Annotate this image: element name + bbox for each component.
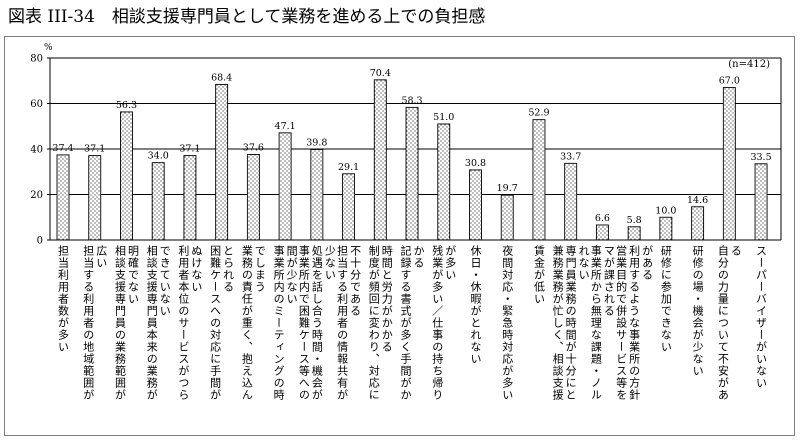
value-label-9: 39.8 [306, 137, 327, 148]
value-label-6: 68.4 [211, 72, 232, 83]
gridlines: 0 20 40 60 80 [30, 54, 781, 247]
bar-10 [342, 173, 356, 241]
value-label-14: 30.8 [465, 158, 486, 169]
bar-13 [437, 123, 451, 241]
bar-18 [595, 224, 609, 241]
y-axis-unit: % [44, 43, 53, 53]
value-label-15: 19.7 [497, 183, 518, 194]
bar-8 [278, 132, 292, 241]
value-label-3: 56.3 [116, 100, 137, 111]
y-tick-label-0: 0 [37, 236, 43, 247]
value-label-8: 47.1 [275, 121, 296, 132]
y-tick-label-20: 20 [30, 190, 43, 201]
value-label-16: 52.9 [528, 108, 549, 119]
y-tick-label-80: 80 [30, 54, 43, 65]
value-label-7: 37.6 [243, 142, 264, 153]
value-label-17: 33.7 [560, 151, 581, 162]
value-label-13: 51.0 [433, 112, 454, 123]
bar-11 [373, 79, 387, 241]
value-label-10: 29.1 [338, 162, 359, 173]
value-label-18: 6.6 [595, 213, 610, 224]
sample-size-note: (n=412) [728, 59, 770, 70]
bar-3 [120, 111, 133, 241]
y-tick-label-40: 40 [30, 145, 43, 156]
bar-16 [532, 119, 546, 241]
bar-1 [56, 154, 70, 241]
bar-19 [627, 226, 641, 241]
chart-frame [4, 36, 795, 436]
value-label-2: 37.1 [84, 144, 105, 155]
y-tick-label-60: 60 [30, 99, 43, 110]
bar-20 [659, 216, 673, 241]
bar-2 [88, 155, 102, 241]
bar-15 [500, 194, 514, 241]
value-label-19: 5.8 [627, 215, 642, 226]
bar-23 [754, 163, 768, 241]
bar-14 [469, 169, 482, 241]
bar-7 [246, 154, 260, 241]
value-label-12: 58.3 [401, 95, 422, 106]
value-label-1: 37.4 [52, 143, 73, 154]
bars [56, 79, 768, 241]
value-label-20: 10.0 [655, 205, 676, 216]
value-labels: 37.4 37.1 56.3 34.0 37.1 68.4 37.6 47.1 39.8 29.1… [52, 68, 771, 226]
bar-5 [183, 155, 197, 241]
bar-17 [564, 162, 578, 241]
value-label-4: 34.0 [148, 151, 169, 162]
bar-22 [722, 87, 736, 241]
value-label-23: 33.5 [750, 152, 771, 163]
bar-4 [151, 162, 165, 241]
value-label-22: 67.0 [719, 76, 740, 87]
bar-6 [215, 83, 229, 241]
chart-title: 図表 III-34 相談支援専門員として業務を進める上での負担感 [8, 7, 486, 27]
axes [49, 58, 782, 241]
bar-21 [691, 206, 705, 241]
value-label-11: 70.4 [370, 68, 391, 79]
bar-9 [310, 149, 324, 241]
bar-12 [405, 106, 419, 241]
value-label-5: 37.1 [179, 144, 200, 155]
value-label-21: 14.6 [687, 195, 708, 206]
